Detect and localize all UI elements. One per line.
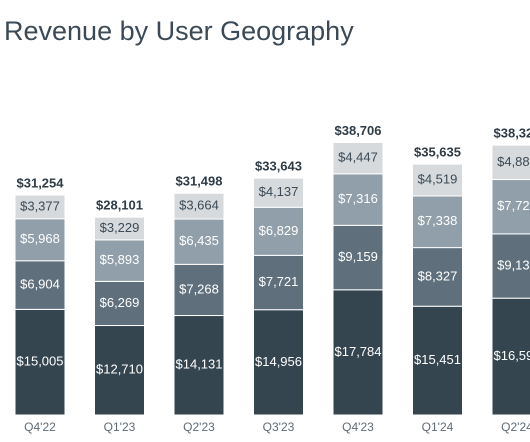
- bar-segment: [14, 308, 66, 416]
- bar-segment: [412, 163, 463, 197]
- x-tick-label: Q4'22: [24, 420, 56, 434]
- segment-label: $16,595: [494, 348, 530, 363]
- segment-label: $7,338: [418, 213, 458, 228]
- bar-segment: [14, 260, 66, 310]
- segment-label: $4,880: [497, 154, 530, 169]
- x-tick-label: Q3'23: [263, 420, 295, 434]
- x-tick-label: Q1'23: [104, 420, 136, 434]
- bar-segment: [253, 177, 304, 208]
- segment-label: $4,447: [338, 150, 378, 165]
- x-tick-label: Q4'23: [342, 420, 374, 434]
- bar-segment: [332, 173, 384, 226]
- bar-segment: [253, 206, 304, 256]
- bar-segment: [491, 179, 530, 235]
- segment-label: $9,159: [338, 249, 378, 264]
- segment-label: $3,664: [179, 198, 219, 213]
- segment-label: $4,519: [418, 171, 458, 186]
- bar-segment: [173, 263, 225, 317]
- total-label: $33,643: [255, 159, 302, 174]
- bar-segment: [332, 289, 384, 416]
- bar-segment: [14, 194, 66, 220]
- segment-label: $15,005: [17, 354, 64, 369]
- segment-label: $15,451: [414, 352, 461, 367]
- segment-label: $6,269: [100, 295, 140, 310]
- segment-label: $4,137: [259, 184, 299, 199]
- segment-label: $5,968: [20, 231, 60, 246]
- segment-label: $14,956: [255, 354, 302, 369]
- total-label: $38,706: [335, 123, 382, 138]
- x-tick-label: Q1'24: [422, 420, 454, 434]
- bar-segment: [253, 309, 304, 416]
- total-label: $31,498: [176, 174, 223, 189]
- bar-segment: [173, 315, 225, 416]
- segment-label: $7,720: [497, 198, 530, 213]
- bar-segment: [491, 297, 530, 416]
- segment-label: $8,327: [418, 268, 458, 283]
- bar-segment: [94, 239, 145, 282]
- total-label: $35,635: [414, 145, 461, 160]
- bar-segment: [173, 192, 225, 220]
- segment-label: $3,377: [20, 198, 60, 213]
- bar-segment: [94, 280, 145, 327]
- chart-title: Revenue by User Geography: [4, 16, 354, 46]
- segment-label: $6,829: [259, 223, 299, 238]
- segment-label: $9,134: [497, 257, 530, 272]
- bar-segment: [332, 142, 384, 175]
- segment-label: $7,268: [179, 281, 219, 296]
- total-label: $31,254: [17, 175, 65, 190]
- bar-segment: [94, 325, 145, 416]
- segment-label: $3,229: [100, 220, 140, 235]
- total-label: $28,101: [96, 198, 143, 213]
- segment-label: $6,435: [179, 233, 219, 248]
- x-tick-label: Q2'23: [183, 420, 215, 434]
- bar-segment: [491, 144, 530, 181]
- segment-label: $7,721: [259, 274, 299, 289]
- bar-segment: [94, 216, 145, 241]
- bar-segment: [412, 195, 463, 249]
- bar-segment: [412, 305, 463, 416]
- x-tick-label: Q2'24: [501, 420, 530, 434]
- segment-label: $7,316: [338, 191, 378, 206]
- segment-label: $12,710: [96, 362, 143, 377]
- segment-label: $17,784: [335, 344, 382, 359]
- segment-label: $6,904: [20, 277, 60, 292]
- segment-label: $5,893: [100, 252, 140, 267]
- total-label: $38,329: [494, 126, 530, 141]
- bar-segment: [332, 224, 384, 291]
- segment-label: $14,131: [176, 357, 223, 372]
- bar-segment: [412, 247, 463, 307]
